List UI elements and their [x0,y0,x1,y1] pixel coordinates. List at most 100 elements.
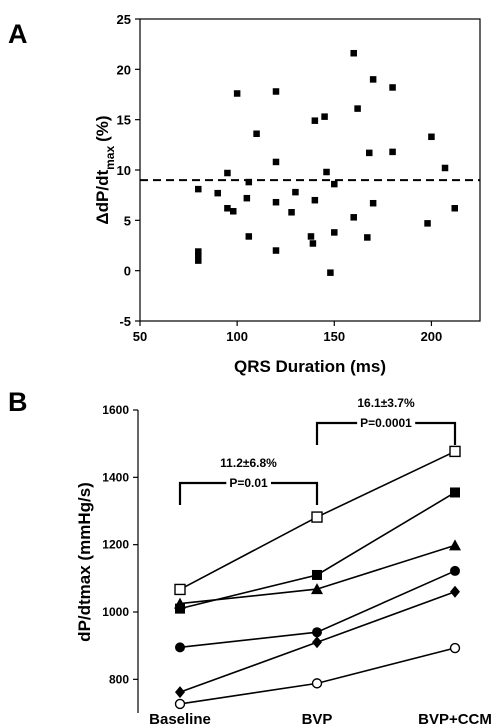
plot-frame-a [139,18,481,322]
scatter-point [224,205,231,212]
series-marker [449,445,461,458]
scatter-point [245,233,253,240]
y-tick-label-a: 15 [117,113,131,128]
scatter-point [233,90,241,97]
category-label: BVP+CCM [418,711,492,726]
series-marker [175,686,185,699]
bracket-percent-label: 16.1±3.7% [357,396,415,410]
x-tick-label-a: 200 [421,329,443,344]
scatter-point [364,234,371,241]
scatter-point [253,130,260,138]
series-marker [311,678,323,689]
series-line [179,647,456,705]
series-markers [174,445,461,710]
series-marker [312,636,322,649]
series-marker [174,597,186,609]
scatter-point [195,252,202,259]
scatter-point [195,248,202,255]
axes-b: 800 1000 1200 1400 1600 [102,403,138,686]
scatter-point [272,88,280,95]
scatter-point [195,257,202,264]
scatter-point [366,149,373,157]
panel-label-a: A [8,19,28,49]
axes-a: -5 0 5 10 15 20 25 50 100 150 200 [117,12,443,344]
scatter-point [311,117,319,124]
scatter-points [195,49,458,276]
scatter-point [224,169,231,177]
series-marker [311,583,323,595]
scatter-point [309,240,317,247]
scatter-point [424,220,431,227]
y-tick-label-b: 1000 [102,605,129,619]
y-tick-label-b: 1600 [102,403,129,417]
bracket-pvalue-label: P=0.01 [229,476,268,490]
scatter-point [311,196,319,204]
significance-brackets: 11.2±6.8% P=0.01 16.1±3.7% P=0.0001 [178,396,457,505]
scatter-point [272,198,280,206]
series-marker [174,583,186,596]
scatter-point [327,269,334,276]
scatter-point [245,178,253,186]
x-axis-label-a: QRS Duration (ms) [234,357,386,376]
scatter-point [331,180,338,188]
series-marker [450,585,460,598]
scatter-point [428,133,435,141]
series-marker [311,511,323,523]
bracket-percent-label: 11.2±6.8% [220,456,277,470]
y-tick-label-a: -5 [119,314,131,329]
x-tick-label-a: 100 [226,329,248,344]
scatter-point [451,205,458,212]
series-marker [312,569,322,580]
scatter-point [307,233,315,240]
scatter-point [272,158,280,166]
scatter-chart-a: -5 0 5 10 15 20 25 50 100 150 200 QRS Duration (ms… [93,12,481,376]
scatter-point [243,194,251,202]
scatter-point [292,188,299,196]
y-axis-label-b: dP/dtmax (mmHg/s) [75,482,94,642]
bracket-label-backing [357,415,416,431]
scatter-point [350,49,357,57]
category-label: Baseline [149,711,211,726]
y-axis-label-a: ΔdP/dtmax (%) [93,115,117,224]
y-tick-label-a: 20 [117,62,131,77]
scatter-point [214,189,221,197]
scatter-point [288,209,295,216]
scatter-point [272,247,280,254]
series-marker [450,487,460,498]
scatter-point [354,105,361,112]
y-tick-label-a: 10 [117,163,131,178]
series-marker [450,565,460,576]
series-marker [449,642,461,654]
scatter-point [441,164,449,172]
category-labels: Baseline BVP BVP+CCM [149,711,492,726]
y-axis-label-a-unit: (%) [93,115,112,141]
series-marker [312,627,322,638]
scatter-point [195,185,202,193]
panel-label-b: B [8,387,28,417]
scatter-point [369,76,377,83]
y-tick-label-b: 800 [109,672,129,686]
y-tick-label-b: 1400 [102,470,129,484]
x-tick-label-a: 150 [323,329,345,344]
y-tick-label-a: 0 [124,264,131,279]
series-marker [174,698,186,710]
scatter-point [230,208,237,215]
scatter-point [323,168,330,176]
y-tick-label-b: 1200 [102,538,129,552]
x-tick-label-a: 50 [133,329,147,344]
bracket-label-backing [226,475,272,491]
y-axis-label-a-main: ΔdP/dt [93,170,112,225]
category-label: BVP [302,711,333,726]
series-marker [175,642,185,653]
scatter-point [369,199,377,207]
scatter-point [389,84,396,91]
scatter-point [331,229,338,236]
series-marker [175,603,185,614]
y-axis-label-a-sub: max [103,146,117,170]
line-chart-b: 800 1000 1200 1400 1600 11.2±6.8% P=0.01 16.1±… [75,396,492,726]
y-tick-label-a: 5 [124,213,131,228]
series-marker [449,539,461,551]
scatter-point [350,214,357,221]
y-tick-label-a: 25 [117,12,131,27]
